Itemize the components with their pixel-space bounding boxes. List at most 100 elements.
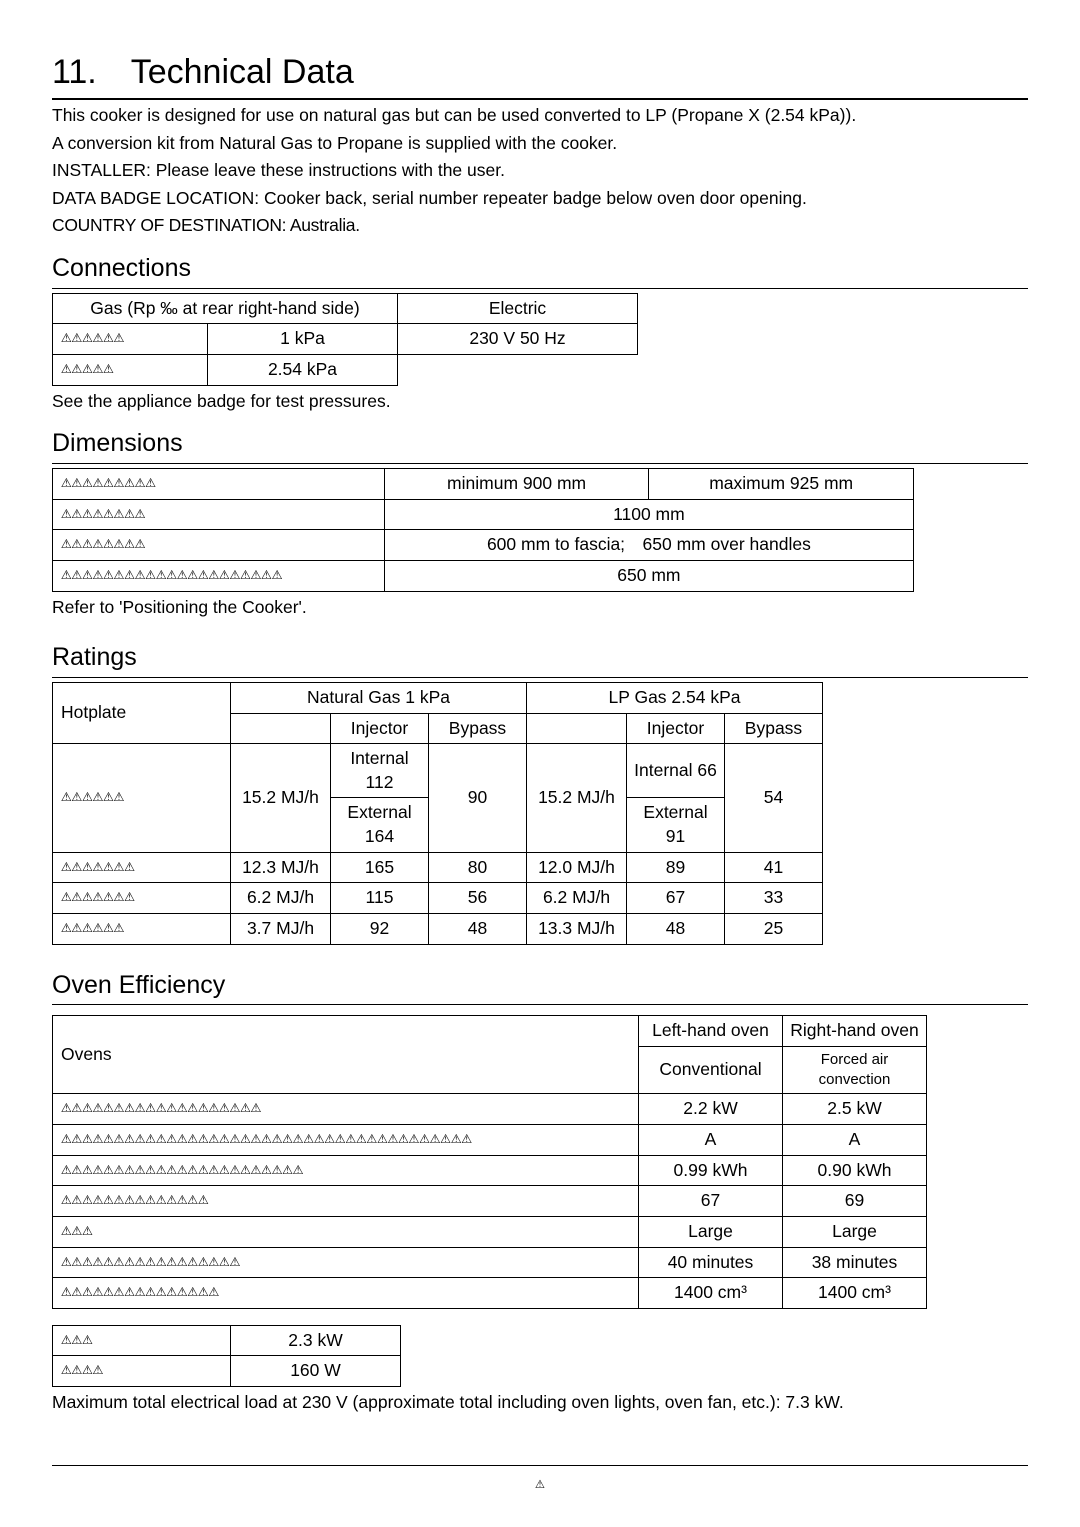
dim-val: 1100 mm (384, 499, 913, 530)
conn-row-label: ⚠⚠⚠⚠⚠⚠ (53, 324, 208, 355)
dim-val: 600 mm to fascia; 650 mm over handles (384, 530, 913, 561)
eff-val: A (639, 1125, 783, 1156)
ratings-byp: 80 (429, 852, 527, 883)
conn-row-val: 1 kPa (208, 324, 398, 355)
ratings-row-label: ⚠⚠⚠⚠⚠⚠ (53, 744, 231, 853)
eff-val: 2.2 kW (639, 1094, 783, 1125)
ratings-inj: External 164 (331, 798, 429, 852)
ratings-val: 13.3 MJ/h (527, 913, 627, 944)
ratings-byp: 56 (429, 883, 527, 914)
ratings-byp: 33 (725, 883, 823, 914)
ratings-inj: 48 (627, 913, 725, 944)
ng-header: Natural Gas 1 kPa (231, 682, 527, 713)
ratings-row-label: ⚠⚠⚠⚠⚠⚠⚠ (53, 852, 231, 883)
efficiency-footnote: Maximum total electrical load at 230 V (… (52, 1391, 1028, 1415)
electric-header: Electric (398, 293, 638, 324)
eff-row-label: ⚠⚠⚠⚠⚠⚠⚠⚠⚠⚠⚠⚠⚠⚠⚠ (53, 1278, 639, 1309)
ratings-inj: Internal 66 (627, 744, 725, 798)
eff-val: Large (783, 1216, 927, 1247)
ratings-val: 3.7 MJ/h (231, 913, 331, 944)
ratings-inj: Internal 112 (331, 744, 429, 798)
ratings-inj: 115 (331, 883, 429, 914)
dim-row-label: ⚠⚠⚠⚠⚠⚠⚠⚠⚠ (53, 469, 385, 500)
eff-row-label: ⚠⚠⚠⚠⚠⚠⚠⚠⚠⚠⚠⚠⚠⚠⚠⚠⚠⚠⚠⚠⚠⚠⚠⚠⚠⚠⚠⚠⚠⚠⚠⚠⚠⚠⚠⚠⚠⚠⚠ (53, 1125, 639, 1156)
page-title: 11. Technical Data (52, 50, 1028, 100)
eff-val: 1400 cm³ (783, 1278, 927, 1309)
extra-row-label: ⚠⚠⚠⚠ (53, 1356, 231, 1387)
connections-table: Gas (Rp ‰ at rear right-hand side) Elect… (52, 293, 638, 386)
ratings-byp: 54 (725, 744, 823, 853)
intro-line: This cooker is designed for use on natur… (52, 104, 1028, 128)
page-number: ⚠ (52, 1474, 1028, 1496)
intro-line: A conversion kit from Natural Gas to Pro… (52, 132, 1028, 156)
ratings-byp: 41 (725, 852, 823, 883)
injector-header: Injector (627, 713, 725, 744)
lh-type: Conventional (639, 1046, 783, 1094)
dimensions-table: ⚠⚠⚠⚠⚠⚠⚠⚠⚠ minimum 900 mm maximum 925 mm … (52, 468, 914, 592)
eff-val: 67 (639, 1186, 783, 1217)
eff-row-label: ⚠⚠⚠⚠⚠⚠⚠⚠⚠⚠⚠⚠⚠⚠⚠⚠⚠⚠⚠ (53, 1094, 639, 1125)
ratings-byp: 90 (429, 744, 527, 853)
ratings-val: 12.0 MJ/h (527, 852, 627, 883)
footer-rule (52, 1465, 1028, 1466)
ratings-heading: Ratings (52, 641, 1028, 678)
eff-val: 69 (783, 1186, 927, 1217)
ratings-row-label: ⚠⚠⚠⚠⚠⚠⚠ (53, 883, 231, 914)
dim-row-label: ⚠⚠⚠⚠⚠⚠⚠⚠ (53, 499, 385, 530)
connections-note: See the appliance badge for test pressur… (52, 390, 1028, 414)
bypass-header: Bypass (725, 713, 823, 744)
dim-val: minimum 900 mm (384, 469, 649, 500)
ratings-byp: 48 (429, 913, 527, 944)
eff-val: 2.5 kW (783, 1094, 927, 1125)
rh-type: Forced air convection (783, 1046, 927, 1094)
lh-header: Left-hand oven (639, 1016, 783, 1047)
eff-val: 0.99 kWh (639, 1155, 783, 1186)
extra-row-label: ⚠⚠⚠ (53, 1325, 231, 1356)
dim-val: 650 mm (384, 560, 913, 591)
dim-val: maximum 925 mm (649, 469, 914, 500)
dimensions-heading: Dimensions (52, 427, 1028, 464)
ratings-inj: 67 (627, 883, 725, 914)
ratings-inj: 89 (627, 852, 725, 883)
conn-row-label: ⚠⚠⚠⚠⚠ (53, 355, 208, 386)
ratings-inj: External 91 (627, 798, 725, 852)
ratings-val: 6.2 MJ/h (231, 883, 331, 914)
injector-header: Injector (331, 713, 429, 744)
eff-val: 0.90 kWh (783, 1155, 927, 1186)
ratings-val: 6.2 MJ/h (527, 883, 627, 914)
ratings-table: Hotplate Natural Gas 1 kPa LP Gas 2.54 k… (52, 682, 823, 945)
hotplate-label: Hotplate (53, 682, 231, 743)
eff-row-label: ⚠⚠⚠⚠⚠⚠⚠⚠⚠⚠⚠⚠⚠⚠ (53, 1186, 639, 1217)
connections-heading: Connections (52, 252, 1028, 289)
ratings-val: 15.2 MJ/h (527, 744, 627, 853)
ovens-label: Ovens (53, 1016, 639, 1094)
blank (231, 713, 331, 744)
eff-val: Large (639, 1216, 783, 1247)
eff-row-label: ⚠⚠⚠⚠⚠⚠⚠⚠⚠⚠⚠⚠⚠⚠⚠⚠⚠⚠⚠⚠⚠⚠⚠ (53, 1155, 639, 1186)
eff-row-label: ⚠⚠⚠⚠⚠⚠⚠⚠⚠⚠⚠⚠⚠⚠⚠⚠⚠ (53, 1247, 639, 1278)
conn-row-val: 2.54 kPa (208, 355, 398, 386)
intro-block: This cooker is designed for use on natur… (52, 104, 1028, 238)
eff-val: A (783, 1125, 927, 1156)
gas-header: Gas (Rp ‰ at rear right-hand side) (53, 293, 398, 324)
eff-val: 1400 cm³ (639, 1278, 783, 1309)
efficiency-table: Ovens Left-hand oven Right-hand oven Con… (52, 1015, 927, 1309)
ratings-val: 15.2 MJ/h (231, 744, 331, 853)
blank (527, 713, 627, 744)
ratings-inj: 92 (331, 913, 429, 944)
bypass-header: Bypass (429, 713, 527, 744)
efficiency-heading: Oven Efficiency (52, 969, 1028, 1006)
conn-row-electric: 230 V 50 Hz (398, 324, 638, 355)
eff-row-label: ⚠⚠⚠ (53, 1216, 639, 1247)
ratings-byp: 25 (725, 913, 823, 944)
efficiency-extra-table: ⚠⚠⚠ 2.3 kW ⚠⚠⚠⚠ 160 W (52, 1325, 401, 1387)
ratings-val: 12.3 MJ/h (231, 852, 331, 883)
intro-line: INSTALLER: Please leave these instructio… (52, 159, 1028, 183)
ratings-row-label: ⚠⚠⚠⚠⚠⚠ (53, 913, 231, 944)
lpg-header: LP Gas 2.54 kPa (527, 682, 823, 713)
dim-row-label: ⚠⚠⚠⚠⚠⚠⚠⚠ (53, 530, 385, 561)
intro-line: COUNTRY OF DESTINATION: Australia. (52, 214, 1028, 238)
eff-val: 40 minutes (639, 1247, 783, 1278)
ratings-inj: 165 (331, 852, 429, 883)
dim-row-label: ⚠⚠⚠⚠⚠⚠⚠⚠⚠⚠⚠⚠⚠⚠⚠⚠⚠⚠⚠⚠⚠ (53, 560, 385, 591)
